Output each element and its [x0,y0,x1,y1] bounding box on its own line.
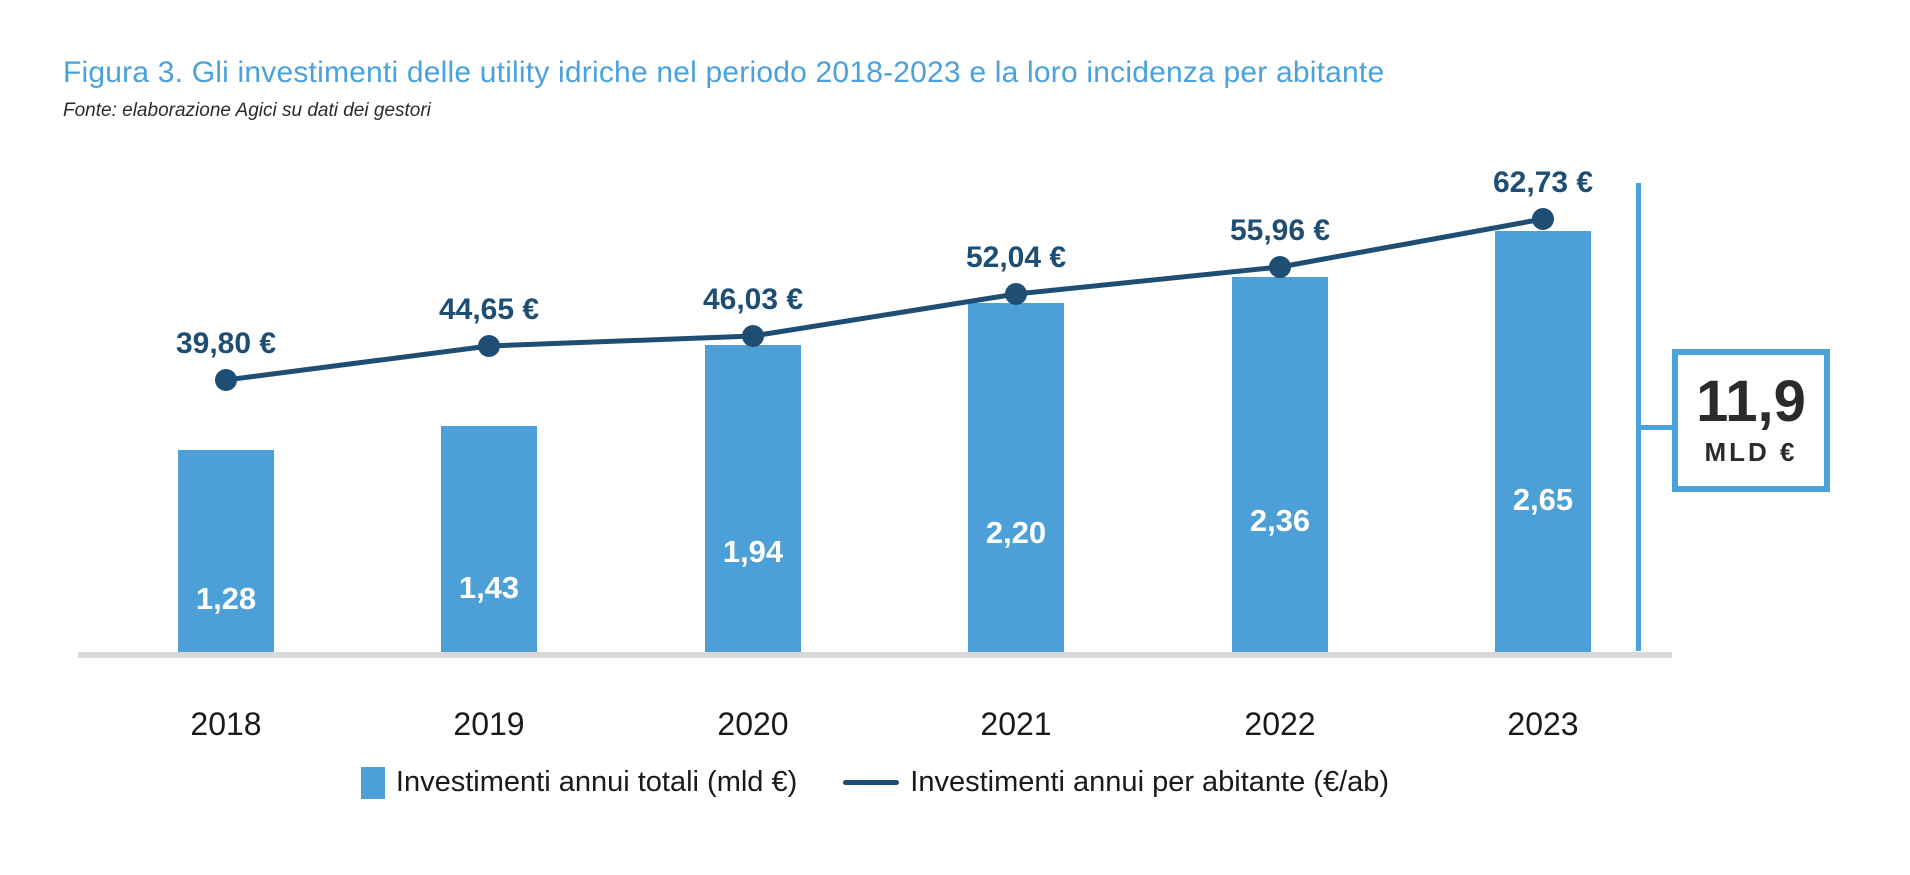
total-annotation-value: 11,9 [1696,369,1806,434]
legend-label-line: Investimenti annui per abitante (€/ab) [910,766,1390,798]
x-axis-line [78,652,1672,658]
bar-value-label: 1,94 [722,534,784,569]
bar-value-label: 1,43 [458,570,520,605]
line-value-label: 46,03 € [702,283,804,316]
x-axis-label-2019: 2019 [453,706,525,742]
bracket-connector [1636,425,1672,430]
x-axis-label-2023: 2023 [1507,706,1579,742]
line-point-2020 [742,325,764,347]
bracket-line [1636,183,1641,651]
x-axis-label-2018: 2018 [190,706,262,742]
chart-legend: Investimenti annui totali (mld €) Invest… [78,766,1672,799]
bar-2023: 2,65 [1495,231,1591,655]
trend-line [225,216,1544,383]
line-point-2021 [1005,283,1027,305]
total-annotation-box: 11,9 MLD € [1672,349,1830,492]
line-point-2022 [1269,256,1291,278]
line-value-label: 44,65 € [438,293,540,326]
line-point-2023 [1532,208,1554,230]
bar-value-label: 2,65 [1512,482,1574,517]
x-axis-label-2021: 2021 [980,706,1052,742]
legend-label-bars: Investimenti annui totali (mld €) [395,766,798,798]
bar-2022: 2,36 [1232,277,1328,655]
bar-2020: 1,94 [705,345,801,655]
x-axis-label-2020: 2020 [717,706,789,742]
x-axis-label-2022: 2022 [1244,706,1316,742]
bar-2018: 1,28 [178,450,274,655]
total-annotation-unit: MLD € [1704,437,1798,467]
line-value-label: 39,80 € [175,327,277,360]
line-value-label: 52,04 € [965,241,1067,274]
bar-value-label: 1,28 [195,581,257,616]
bar-value-label: 2,20 [985,515,1047,550]
bar-series-swatch-icon [360,766,385,799]
bar-2021: 2,20 [968,303,1064,655]
figure-title: Figura 3. Gli investimenti delle utility… [63,56,1385,89]
bar-2019: 1,43 [441,426,537,655]
line-value-label: 55,96 € [1229,214,1331,247]
figure-source: Fonte: elaborazione Agici su dati dei ge… [63,100,431,121]
line-series-swatch-icon [843,780,900,785]
bar-value-label: 2,36 [1249,503,1311,538]
line-value-label: 62,73 € [1492,166,1594,199]
line-point-2018 [215,369,237,391]
legend-item-bars: Investimenti annui totali (mld €) [360,766,798,799]
legend-item-line: Investimenti annui per abitante (€/ab) [843,766,1389,799]
line-point-2019 [478,335,500,357]
